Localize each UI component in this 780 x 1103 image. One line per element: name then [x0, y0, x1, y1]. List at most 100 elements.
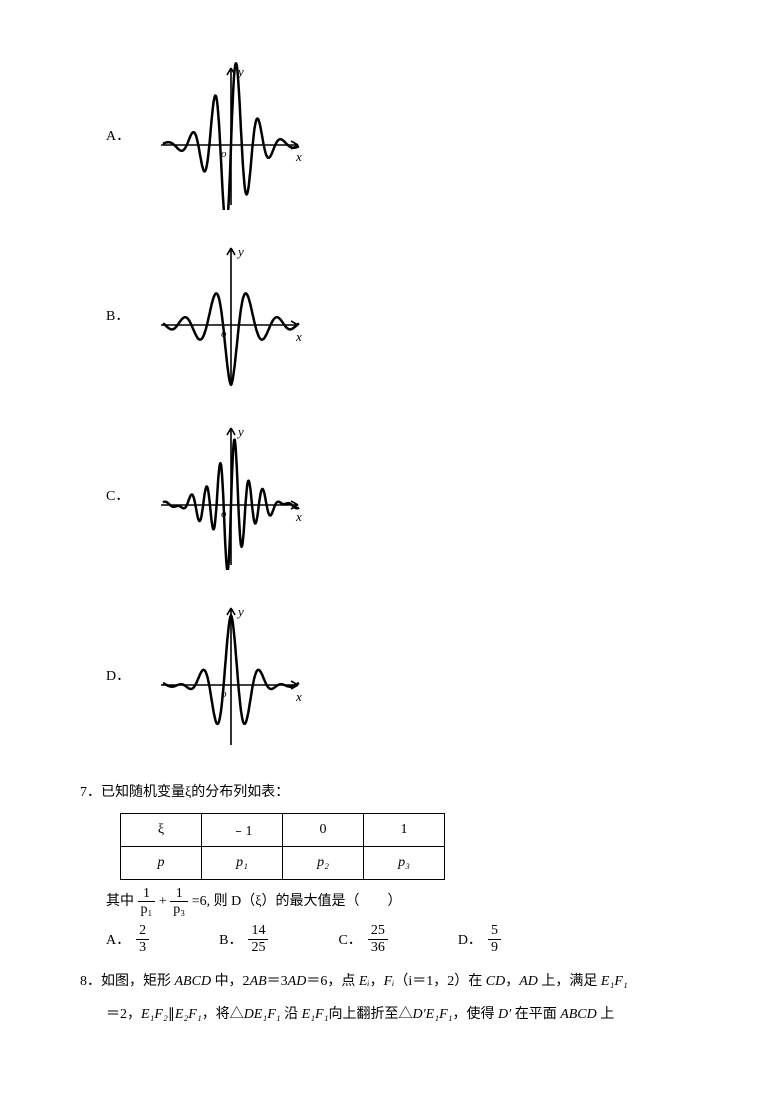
fraction: 1 p₁ [138, 886, 156, 918]
numerator: 5 [488, 923, 501, 939]
numerator: 1 [138, 886, 156, 902]
question-7: 7．已知随机变量ξ的分布列如表： ξ ﹣1 0 1 p p₁ p₂ p₃ 其中 … [80, 780, 700, 955]
denominator: 9 [488, 940, 501, 955]
var-dprime: D′ [412, 1007, 425, 1022]
table-row: ξ ﹣1 0 1 [121, 813, 445, 846]
var-dprime2: D′ [498, 1007, 511, 1022]
option-label: A． [80, 125, 156, 145]
q7-stem: 7．已知随机变量ξ的分布列如表： [80, 780, 700, 807]
denominator: 36 [368, 940, 388, 955]
var-ad2: AD [519, 974, 538, 989]
text: 上 [597, 1007, 615, 1022]
graph-option: B．xyo [80, 240, 700, 390]
option-label: B． [80, 305, 156, 325]
choice-d: D． 5 9 [458, 923, 501, 955]
page: A．xyoB．xyoC．xyoD．xyo 7．已知随机变量ξ的分布列如表： ξ … [0, 0, 780, 1074]
var-fi: Fᵢ [384, 974, 395, 989]
var-e1f2: E₁F₂ [141, 1007, 168, 1022]
graph-svg-container: x y o [156, 60, 306, 210]
graph-svg-container: x y o [156, 600, 306, 750]
numerator: 25 [368, 923, 388, 939]
var-ei: Eᵢ [359, 974, 370, 989]
denominator: 3 [136, 940, 149, 955]
fraction: 5 9 [488, 923, 501, 955]
option-label: C． [80, 485, 156, 505]
var-ab: AB [250, 974, 267, 989]
q7-number: 7． [80, 785, 101, 800]
choice-label: A． [106, 929, 130, 949]
svg-text:y: y [236, 604, 244, 619]
text: 如图，矩形 [101, 974, 175, 989]
option-label: D． [80, 665, 156, 685]
plus-sign: + [159, 894, 167, 909]
choice-label: D． [458, 929, 482, 949]
text: ， [505, 974, 519, 989]
table-cell: p [121, 846, 202, 879]
table-row: p p₁ p₂ p₃ [121, 846, 445, 879]
q7-stem-text: 已知随机变量ξ的分布列如表： [101, 785, 289, 800]
svg-text:y: y [236, 424, 244, 439]
table-cell: p₃ [364, 846, 445, 879]
graph-options-block: A．xyoB．xyoC．xyoD．xyo [80, 60, 700, 750]
graph-option: C． x y o [80, 420, 700, 570]
svg-text:o: o [221, 688, 227, 700]
table-cell: 0 [283, 813, 364, 846]
text: （i＝1，2）在 [394, 974, 485, 989]
choice-c: C． 25 36 [338, 923, 387, 955]
svg-text:o: o [221, 508, 227, 520]
choice-a: A． 2 3 [106, 923, 149, 955]
table-cell: ξ [121, 813, 202, 846]
question-8: 8．如图，矩形 ABCD 中，2AB＝3AD＝6，点 Eᵢ，Fᵢ（i＝1，2）在… [80, 969, 700, 1028]
numerator: 14 [248, 923, 268, 939]
fraction: 25 36 [368, 923, 388, 955]
choice-label: C． [338, 929, 361, 949]
text: ，使得 [453, 1007, 499, 1022]
denominator: 25 [248, 940, 268, 955]
denominator: p₁ [138, 902, 156, 917]
graph-option: D． x y o [80, 600, 700, 750]
choice-label: B． [219, 929, 242, 949]
text: ， [370, 974, 384, 989]
graph-svg-container: xyo [156, 240, 306, 390]
svg-text:y: y [236, 64, 244, 79]
text: 沿 [281, 1007, 302, 1022]
q7-mid-right: 则 D（ξ）的最大值是（ ） [214, 894, 402, 909]
var-e1f1-2: E₁F₁ [302, 1007, 329, 1022]
var-ad: AD [288, 974, 307, 989]
svg-text:o: o [221, 328, 227, 340]
var-abcd: ABCD [175, 974, 212, 989]
graph-svg-container: x y o [156, 420, 306, 570]
table-cell: 1 [364, 813, 445, 846]
text: ＝6，点 [306, 974, 359, 989]
svg-text:y: y [236, 244, 244, 259]
fraction: 2 3 [136, 923, 149, 955]
svg-text:o: o [221, 148, 227, 160]
q8-number: 8． [80, 974, 101, 989]
var-cd: CD [486, 974, 505, 989]
var-e2f1: E₂F₁ [175, 1007, 202, 1022]
text: 上，满足 [538, 974, 601, 989]
text: ∥ [168, 1007, 175, 1022]
denominator: p₃ [170, 902, 188, 917]
text: ，将△ [202, 1007, 244, 1022]
svg-text:x: x [295, 689, 302, 704]
q8-line1: 8．如图，矩形 ABCD 中，2AB＝3AD＝6，点 Eᵢ，Fᵢ（i＝1，2）在… [80, 969, 700, 996]
text: 在平面 [511, 1007, 560, 1022]
fraction: 14 25 [248, 923, 268, 955]
fraction: 1 p₃ [170, 886, 188, 918]
table-cell: ﹣1 [202, 813, 283, 846]
graph-option: A． x y o [80, 60, 700, 210]
text: 中，2 [211, 974, 250, 989]
q7-choices: A． 2 3 B． 14 25 C． 25 36 [80, 923, 700, 955]
text: 向上翻折至△ [328, 1007, 412, 1022]
distribution-table: ξ ﹣1 0 1 p p₁ p₂ p₃ [120, 813, 445, 880]
table-cell: p₂ [283, 846, 364, 879]
q7-mid-left: 其中 [106, 894, 134, 909]
var-abcd2: ABCD [560, 1007, 597, 1022]
numerator: 1 [170, 886, 188, 902]
svg-text:x: x [295, 149, 302, 164]
var-e1f1-3: E₁F₁ [426, 1007, 453, 1022]
eq-six: =6, [192, 894, 210, 909]
svg-text:x: x [295, 509, 302, 524]
table-cell: p₁ [202, 846, 283, 879]
